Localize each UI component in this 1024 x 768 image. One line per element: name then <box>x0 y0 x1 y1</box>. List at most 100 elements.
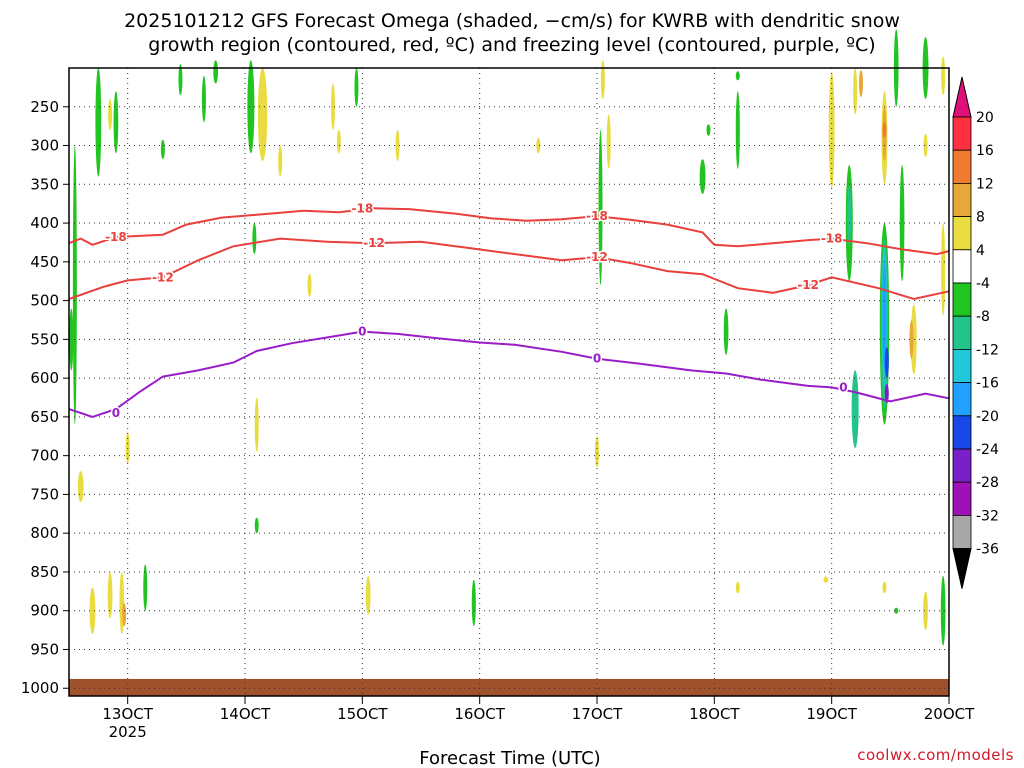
y-tick-label-300: 300 <box>30 137 59 155</box>
colorbar-top-arrow <box>952 76 972 118</box>
omega-shade-16 <box>257 68 268 162</box>
contour-label-0-1: -18 <box>586 209 608 223</box>
y-tick-label-1000: 1000 <box>21 679 59 697</box>
colorbar: 20 16 12 8 4 -4 -8 -12 -16 -20 -24 -28 -32 -36 <box>952 76 999 589</box>
omega-shade-17 <box>254 397 259 452</box>
omega-shade-37 <box>823 576 829 583</box>
x-tick-sublabel-13: 2025 <box>109 723 147 741</box>
omega-shade-67 <box>69 308 74 371</box>
colorbar-label-6: -8 <box>976 309 990 325</box>
omega-shade-49 <box>884 383 889 404</box>
omega-shade-30 <box>595 436 599 468</box>
omega-shade-21 <box>336 130 341 154</box>
omega-shade-13 <box>201 75 206 123</box>
omega-shade-31 <box>699 159 706 194</box>
omega-shade-27 <box>536 137 541 154</box>
colorbar-label-3: 8 <box>976 210 985 226</box>
x-tick-label-15: 15OCT <box>337 705 388 723</box>
omega-shade-36 <box>735 71 740 81</box>
x-tick-label-18: 18OCT <box>689 705 740 723</box>
omega-shade-2 <box>95 68 102 177</box>
contour-label-2-2: 0 <box>839 380 847 394</box>
y-tick-label-750: 750 <box>30 485 59 503</box>
omega-shade-42 <box>853 68 858 115</box>
colorbar-bin-12 <box>952 515 972 550</box>
omega-shade-26 <box>471 579 476 627</box>
omega-shade-10 <box>143 564 148 611</box>
omega-shade-25 <box>395 130 400 162</box>
omega-shade-14 <box>213 60 219 84</box>
y-tick-label-400: 400 <box>30 214 59 232</box>
omega-shade-0 <box>72 145 77 425</box>
colorbar-label-0: 20 <box>976 110 994 126</box>
omega-shade-59 <box>882 581 887 594</box>
omega-shade-54 <box>899 164 905 282</box>
x-tick-label-17: 17OCT <box>572 705 623 723</box>
colorbar-bin-5 <box>952 282 972 317</box>
omega-shade-3 <box>77 471 84 503</box>
colorbar-bin-9 <box>952 415 972 450</box>
colorbar-label-4: 4 <box>976 243 985 259</box>
x-tick-label-20: 20OCT <box>924 705 975 723</box>
omega-shade-61 <box>923 591 928 631</box>
omega-shade-63 <box>941 56 946 96</box>
y-tick-label-550: 550 <box>30 330 59 348</box>
colorbar-bin-4 <box>952 249 972 284</box>
contour-label-1-0: -12 <box>363 236 385 250</box>
omega-shade-19 <box>278 145 283 177</box>
omega-shade-40 <box>847 184 852 247</box>
colorbar-label-13: -36 <box>976 542 999 558</box>
colorbar-label-1: 16 <box>976 143 994 159</box>
colorbar-bin-2 <box>952 182 972 217</box>
omega-shade-66 <box>252 223 257 255</box>
omega-shade-60 <box>894 607 899 614</box>
omega-shade-23 <box>354 68 359 107</box>
omega-shade-62 <box>940 575 946 646</box>
omega-shade-20 <box>307 273 312 297</box>
colorbar-label-2: 12 <box>976 176 994 192</box>
omega-shade-29 <box>606 114 611 169</box>
omega-shade-11 <box>160 139 165 160</box>
colorbar-bin-3 <box>952 216 972 251</box>
omega-shade-34 <box>735 581 740 594</box>
colorbar-bottom-arrow <box>952 548 972 589</box>
omega-shade-7 <box>122 602 127 627</box>
credit-text: coolwx.com/models <box>857 746 1014 764</box>
omega-shade-65 <box>598 130 603 286</box>
grid-lines <box>69 68 950 696</box>
x-tick-label-13: 13OCT <box>102 705 153 723</box>
contour-line-2 <box>68 330 950 418</box>
omega-shade-32 <box>706 124 711 136</box>
colorbar-label-11: -28 <box>976 475 999 491</box>
contour-label-1-3: -12 <box>152 270 174 284</box>
surface-band <box>69 678 949 696</box>
y-tick-label-700: 700 <box>30 447 59 465</box>
contour-label-0-2: -18 <box>821 232 843 246</box>
x-tick-label-16: 16OCT <box>454 705 505 723</box>
plot-area <box>69 29 949 696</box>
y-tick-label-800: 800 <box>30 524 59 542</box>
omega-shade-33 <box>723 308 729 355</box>
y-tick-label-350: 350 <box>30 175 59 193</box>
omega-shade-56 <box>909 319 914 359</box>
omega-shade-64 <box>941 223 946 317</box>
omega-shade-8 <box>108 99 113 131</box>
omega-shade-58 <box>923 133 928 158</box>
contour-label-2-1: 0 <box>593 352 601 366</box>
contour-label-0-3: -18 <box>105 230 127 244</box>
omega-shade-1 <box>113 91 119 154</box>
omega-shade-22 <box>331 83 335 131</box>
colorbar-label-8: -16 <box>976 376 999 392</box>
colorbar-label-10: -24 <box>976 442 999 458</box>
x-tick-label-14: 14OCT <box>220 705 271 723</box>
omega-shade-24 <box>365 575 371 615</box>
contour-label-2-0: 0 <box>358 325 366 339</box>
contour-label-0-0: -18 <box>351 201 373 215</box>
y-tick-label-950: 950 <box>30 640 59 658</box>
colorbar-bin-1 <box>952 149 972 184</box>
colorbar-label-9: -20 <box>976 409 999 425</box>
omega-shade-9 <box>125 432 130 464</box>
omega-shade-28 <box>600 60 605 100</box>
